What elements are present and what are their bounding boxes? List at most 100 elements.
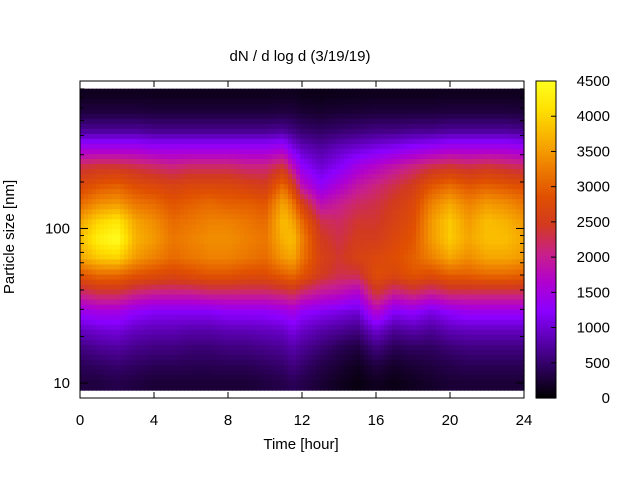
heatmap-cell	[388, 123, 393, 130]
heatmap-cell	[184, 344, 189, 351]
heatmap-cell	[84, 244, 89, 251]
heatmap-cell	[156, 204, 161, 210]
heatmap-cell	[244, 234, 249, 240]
heatmap-cell	[296, 169, 301, 175]
heatmap-cell	[404, 179, 409, 185]
heatmap-cell	[372, 269, 377, 276]
heatmap-cell	[140, 370, 145, 376]
heatmap-cell	[396, 169, 401, 175]
heatmap-cell	[188, 304, 193, 311]
heatmap-cell	[328, 184, 333, 190]
heatmap-cell	[356, 254, 361, 261]
heatmap-cell	[224, 324, 229, 331]
heatmap-cell	[132, 380, 137, 386]
heatmap-cell	[180, 103, 185, 110]
heatmap-cell	[136, 314, 141, 321]
heatmap-cell	[280, 229, 285, 235]
heatmap-cell	[180, 184, 185, 190]
heatmap-cell	[212, 194, 217, 200]
heatmap-cell	[232, 359, 237, 366]
heatmap-cell	[376, 179, 381, 185]
heatmap-cell	[224, 254, 229, 261]
heatmap-cell	[100, 189, 105, 195]
heatmap-cell	[228, 375, 233, 381]
heatmap-cell	[312, 184, 317, 190]
heatmap-cell	[400, 229, 405, 235]
heatmap-cell	[364, 158, 369, 165]
heatmap-cell	[120, 204, 125, 210]
heatmap-cell	[124, 244, 129, 251]
heatmap-cell	[80, 354, 85, 361]
heatmap-cell	[268, 309, 273, 316]
heatmap-cell	[360, 219, 365, 225]
heatmap-cell	[308, 309, 313, 316]
heatmap-cell	[84, 289, 89, 296]
heatmap-cell	[244, 88, 249, 95]
heatmap-cell	[360, 329, 365, 336]
heatmap-cell	[132, 259, 137, 266]
heatmap-cell	[304, 219, 309, 225]
heatmap-cell	[352, 344, 357, 351]
heatmap-cell	[128, 244, 133, 251]
heatmap-cell	[400, 138, 405, 145]
heatmap-cell	[352, 158, 357, 165]
heatmap-cell	[140, 375, 145, 381]
heatmap-cell	[156, 289, 161, 296]
heatmap-cell	[116, 385, 121, 391]
heatmap-cell	[252, 128, 257, 135]
heatmap-cell	[192, 184, 197, 190]
heatmap-cell	[112, 324, 117, 331]
heatmap-cell	[172, 224, 177, 230]
heatmap-cell	[352, 219, 357, 225]
heatmap-cell	[96, 128, 101, 135]
heatmap-cell	[236, 229, 241, 235]
heatmap-cell	[272, 169, 277, 175]
heatmap-cell	[360, 229, 365, 235]
heatmap-cell	[300, 324, 305, 331]
heatmap-cell	[320, 98, 325, 105]
heatmap-cell	[172, 259, 177, 266]
heatmap-cell	[204, 259, 209, 266]
heatmap-cell	[372, 179, 377, 185]
heatmap-cell	[248, 309, 253, 316]
heatmap-cell	[128, 128, 133, 135]
heatmap-cell	[220, 299, 225, 306]
heatmap-cell	[240, 224, 245, 230]
heatmap-cell	[252, 304, 257, 311]
heatmap-cell	[320, 259, 325, 266]
heatmap-cell	[152, 133, 157, 140]
heatmap-cell	[156, 264, 161, 271]
heatmap-cell	[312, 314, 317, 321]
heatmap-cell	[340, 299, 345, 306]
heatmap-cell	[368, 274, 373, 281]
heatmap-cell	[216, 98, 221, 105]
heatmap-cell	[232, 264, 237, 271]
heatmap-cell	[364, 339, 369, 346]
heatmap-cell	[372, 364, 377, 371]
heatmap-cell	[280, 339, 285, 346]
heatmap-cell	[112, 239, 117, 245]
heatmap-cell	[196, 375, 201, 381]
heatmap-cell	[264, 309, 269, 316]
heatmap-cell	[388, 93, 393, 100]
heatmap-cell	[264, 219, 269, 225]
heatmap-cell	[160, 254, 165, 261]
heatmap-cell	[408, 289, 413, 296]
heatmap-cell	[264, 299, 269, 306]
heatmap-cell	[228, 108, 233, 115]
heatmap-cell	[112, 118, 117, 125]
heatmap-cell	[236, 184, 241, 190]
heatmap-cell	[372, 264, 377, 271]
heatmap-cell	[160, 359, 165, 366]
heatmap-cell	[268, 133, 273, 140]
heatmap-cell	[280, 264, 285, 271]
heatmap-cell	[112, 174, 117, 180]
heatmap-cell	[204, 169, 209, 175]
heatmap-cell	[80, 244, 85, 251]
heatmap-cell	[204, 274, 209, 281]
heatmap-cell	[288, 98, 293, 105]
heatmap-cell	[120, 103, 125, 110]
heatmap-cell	[228, 194, 233, 200]
heatmap-cell	[224, 239, 229, 245]
heatmap-cell	[292, 229, 297, 235]
